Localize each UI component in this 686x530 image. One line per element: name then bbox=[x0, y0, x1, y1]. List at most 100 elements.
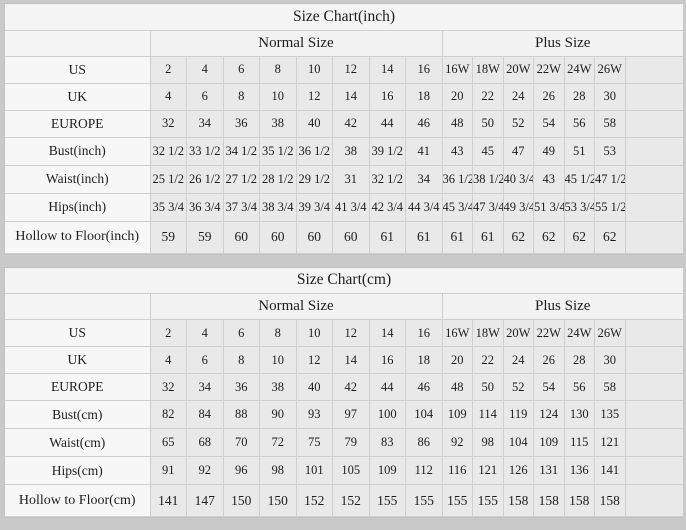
table-cell: 121 bbox=[594, 428, 626, 457]
table-cell: 10 bbox=[295, 319, 333, 347]
table-cell: 152 bbox=[332, 484, 370, 517]
table-row: Hollow to Floor(cm) 141 147 150 150 152 152 155… bbox=[5, 484, 684, 517]
table-cell: 16W bbox=[441, 319, 473, 347]
table-cell: 18W bbox=[472, 55, 504, 84]
table-cell: 70 bbox=[222, 428, 260, 457]
table-row: Waist(inch) 25 1/2 26 1/2 27 1/2 28 1/2 29 1/… bbox=[5, 164, 684, 194]
table-cell: 18 bbox=[405, 346, 443, 374]
table-cell: 135 bbox=[594, 400, 626, 429]
table-cell: 43 bbox=[533, 164, 565, 194]
table-row: UK 4 6 8 10 12 14 16 18 20 22 24 26 28 30 bbox=[5, 346, 684, 374]
table-cell: 48 bbox=[441, 109, 473, 138]
table-title: Size Chart(cm) bbox=[5, 267, 684, 294]
table-row: EUROPE 32 34 36 38 40 42 44 46 48 50 52 54 56 58 bbox=[5, 373, 684, 401]
table-cell: 40 bbox=[295, 109, 333, 138]
table-cell: 155 bbox=[441, 484, 473, 517]
table-cell: 42 bbox=[332, 373, 370, 401]
table-cell: 6 bbox=[222, 319, 260, 347]
table-cell: 26 bbox=[533, 82, 565, 111]
row-label: Hips(inch) bbox=[5, 192, 151, 222]
table-cell: 2 bbox=[149, 55, 187, 84]
table-cell: 147 bbox=[186, 484, 224, 517]
table-cell: 52 bbox=[502, 109, 534, 138]
table-cell: 61 bbox=[441, 220, 473, 254]
table-cell: 30 bbox=[594, 346, 626, 374]
table-cell: 93 bbox=[295, 400, 333, 429]
row-filler-cell bbox=[624, 456, 684, 485]
table-cell: 47 bbox=[502, 136, 534, 166]
table-cell: 26 1/2 bbox=[186, 164, 224, 194]
table-row: UK 4 6 8 10 12 14 16 18 20 22 24 26 28 30 bbox=[5, 82, 684, 111]
table-cell: 47 3/4 bbox=[472, 192, 504, 222]
row-label: Hips(cm) bbox=[5, 456, 151, 485]
table-cell: 14 bbox=[368, 319, 406, 347]
table-cell: 20 bbox=[441, 346, 473, 374]
table-cell: 22W bbox=[533, 55, 565, 84]
table-cell: 105 bbox=[332, 456, 370, 485]
table-cell: 141 bbox=[594, 456, 626, 485]
row-label: US bbox=[5, 319, 151, 347]
size-chart-table-1: Size Chart(inch) Normal Size Plus Size US 2 4… bbox=[4, 3, 684, 255]
table-cell: 33 1/2 bbox=[186, 136, 224, 166]
table-cell: 35 3/4 bbox=[149, 192, 187, 222]
table-cell: 36 1/2 bbox=[441, 164, 473, 194]
table-cell: 20W bbox=[502, 319, 534, 347]
table-cell: 12 bbox=[295, 346, 333, 374]
table-cell: 60 bbox=[259, 220, 297, 254]
row-label: Waist(inch) bbox=[5, 164, 151, 194]
table-cell: 42 3/4 bbox=[368, 192, 406, 222]
table-cell: 58 bbox=[594, 373, 626, 401]
table-cell: 48 bbox=[441, 373, 473, 401]
table-cell: 79 bbox=[332, 428, 370, 457]
table-cell: 4 bbox=[149, 346, 187, 374]
table-cell: 6 bbox=[186, 346, 224, 374]
table-cell: 6 bbox=[222, 55, 260, 84]
table-cell: 98 bbox=[472, 428, 504, 457]
table-cell: 54 bbox=[533, 373, 565, 401]
table-cell: 61 bbox=[368, 220, 406, 254]
table-cell: 24 bbox=[502, 346, 534, 374]
table-cell: 60 bbox=[295, 220, 333, 254]
table-cell: 53 3/4 bbox=[563, 192, 595, 222]
table-cell: 62 bbox=[563, 220, 595, 254]
table-cell: 12 bbox=[295, 82, 333, 111]
table-cell: 59 bbox=[186, 220, 224, 254]
table-cell: 32 1/2 bbox=[368, 164, 406, 194]
table-cell: 40 bbox=[295, 373, 333, 401]
row-filler-cell bbox=[624, 220, 684, 254]
table-cell: 152 bbox=[295, 484, 333, 517]
table-cell: 109 bbox=[368, 456, 406, 485]
row-filler-cell bbox=[624, 109, 684, 138]
table-cell: 126 bbox=[502, 456, 534, 485]
table-cell: 112 bbox=[405, 456, 443, 485]
table-cell: 49 bbox=[533, 136, 565, 166]
table-cell: 10 bbox=[259, 82, 297, 111]
table-cell: 82 bbox=[149, 400, 187, 429]
table-cell: 116 bbox=[441, 456, 473, 485]
table-cell: 24W bbox=[563, 319, 595, 347]
row-filler-cell bbox=[624, 484, 684, 517]
table-cell: 4 bbox=[186, 319, 224, 347]
table-cell: 114 bbox=[472, 400, 504, 429]
table-cell: 84 bbox=[186, 400, 224, 429]
table-cell: 92 bbox=[441, 428, 473, 457]
table-cell: 50 bbox=[472, 373, 504, 401]
table-cell: 91 bbox=[149, 456, 187, 485]
table-cell: 150 bbox=[259, 484, 297, 517]
table-cell: 60 bbox=[222, 220, 260, 254]
table-cell: 115 bbox=[563, 428, 595, 457]
table-cell: 75 bbox=[295, 428, 333, 457]
table-cell: 16 bbox=[405, 55, 443, 84]
row-label: Waist(cm) bbox=[5, 428, 151, 457]
table-cell: 39 1/2 bbox=[368, 136, 406, 166]
table-cell: 62 bbox=[502, 220, 534, 254]
table-cell: 12 bbox=[332, 319, 370, 347]
table-cell: 34 bbox=[405, 164, 443, 194]
table-cell: 61 bbox=[472, 220, 504, 254]
table-cell: 27 1/2 bbox=[222, 164, 260, 194]
table-cell: 26W bbox=[594, 319, 626, 347]
table-cell: 109 bbox=[441, 400, 473, 429]
table-cell: 32 bbox=[149, 109, 187, 138]
table-cell: 44 3/4 bbox=[405, 192, 443, 222]
